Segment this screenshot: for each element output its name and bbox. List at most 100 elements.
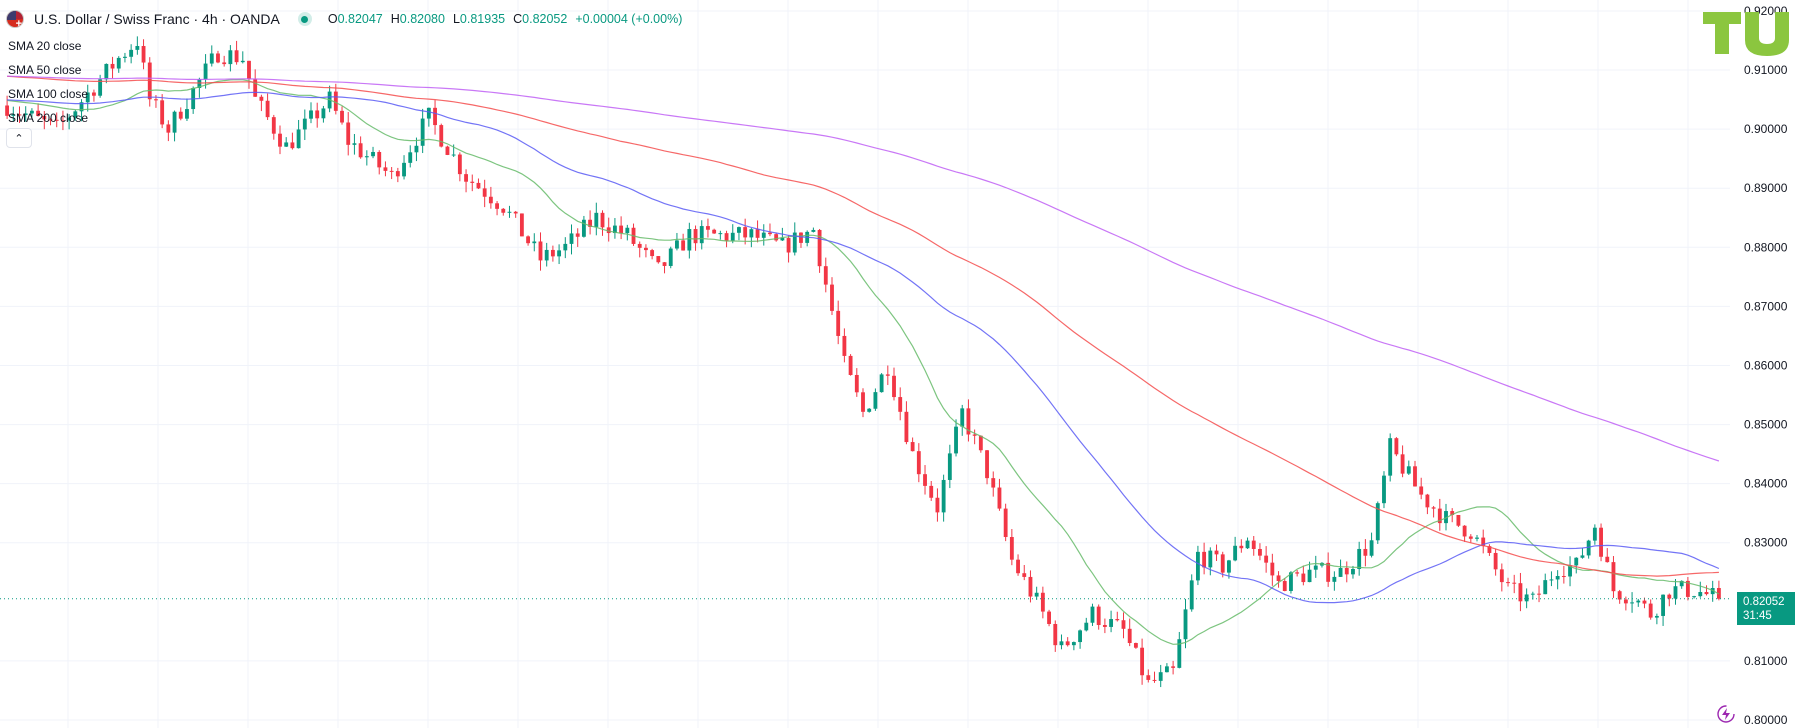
candle — [1344, 561, 1349, 583]
candle — [681, 233, 686, 251]
candle-body — [1456, 515, 1461, 526]
candle-body — [1028, 576, 1033, 597]
candle-body — [1090, 606, 1095, 623]
candle — [1642, 597, 1647, 609]
legend-sma100[interactable]: SMA 100 close — [8, 87, 89, 101]
candle-body — [1109, 619, 1114, 627]
candle — [395, 167, 400, 183]
candle — [1208, 547, 1213, 576]
candle-body — [761, 232, 766, 238]
candle-body — [402, 162, 406, 177]
candle — [538, 232, 543, 271]
candle — [1400, 445, 1405, 478]
candle — [216, 50, 220, 64]
candle-body — [321, 108, 326, 119]
candle — [1146, 669, 1151, 683]
candle — [1233, 536, 1238, 562]
candle — [588, 210, 593, 235]
candle — [755, 220, 760, 243]
candle-body — [873, 392, 878, 409]
candle-body — [1400, 454, 1405, 474]
candle — [712, 228, 717, 234]
candle — [1040, 586, 1045, 619]
candle — [240, 51, 245, 64]
candle — [1282, 577, 1287, 592]
candle — [1115, 611, 1120, 622]
candle-body — [439, 125, 444, 147]
candle-body — [774, 234, 779, 241]
candle — [879, 373, 884, 393]
candle-body — [1251, 540, 1256, 549]
candle-body — [265, 100, 270, 118]
candle-body — [1543, 580, 1548, 595]
candle-body — [135, 46, 140, 50]
candle — [612, 218, 617, 239]
candle — [1499, 563, 1504, 592]
candle — [854, 368, 859, 397]
candle-body — [1332, 576, 1337, 582]
candle-body — [216, 53, 220, 63]
candle-body — [526, 236, 531, 244]
candle-body — [507, 211, 512, 213]
candle-body — [1524, 594, 1529, 602]
candle — [960, 404, 965, 436]
candle — [978, 435, 983, 453]
candle — [1580, 547, 1585, 559]
candle-body — [482, 188, 487, 197]
market-status-icon[interactable] — [297, 12, 312, 26]
candle-body — [1276, 575, 1281, 582]
candle — [1667, 593, 1672, 607]
legend-sma200[interactable]: SMA 200 close — [8, 111, 89, 125]
candle — [377, 150, 382, 175]
candle-body — [1034, 592, 1039, 597]
candle-body — [1214, 550, 1219, 555]
candle — [1022, 565, 1027, 581]
candle-body — [495, 203, 499, 209]
candle-body — [612, 225, 617, 234]
candle — [11, 106, 16, 122]
lightning-icon[interactable] — [1716, 704, 1736, 724]
collapse-legend-button[interactable]: ⌃ — [6, 128, 32, 148]
candle — [1692, 595, 1697, 599]
candle — [916, 443, 921, 483]
candle-body — [737, 227, 741, 233]
candle-body — [1623, 599, 1628, 604]
candle-body — [1499, 569, 1504, 583]
candle-body — [1555, 576, 1560, 580]
candle-body — [997, 487, 1002, 509]
candle-body — [340, 110, 344, 123]
candle — [265, 93, 270, 120]
candle — [693, 225, 698, 251]
candle — [1028, 570, 1033, 603]
candle-body — [898, 397, 903, 412]
candle — [1716, 580, 1721, 601]
candle-body — [1636, 600, 1641, 603]
candle — [1351, 565, 1355, 579]
candle-body — [433, 107, 437, 126]
candle — [557, 244, 562, 265]
candle — [315, 102, 320, 128]
candle — [408, 145, 413, 168]
candle — [1481, 529, 1486, 554]
indicator-legend: SMA 20 close SMA 50 close SMA 100 close … — [8, 34, 88, 130]
chart-title[interactable]: U.S. Dollar / Swiss Franc · 4h · OANDA — [34, 11, 280, 27]
candle — [1475, 534, 1479, 542]
candle-body — [1549, 579, 1554, 581]
candle — [644, 244, 648, 258]
candle-body — [947, 453, 952, 480]
candle-body — [1679, 580, 1684, 587]
candle-body — [160, 100, 165, 125]
candle — [519, 213, 524, 237]
legend-sma20[interactable]: SMA 20 close — [8, 39, 82, 53]
candle-body — [1444, 511, 1448, 524]
candle — [346, 112, 351, 156]
candle-body — [333, 91, 338, 111]
candle-body — [1047, 611, 1051, 624]
legend-sma50[interactable]: SMA 50 close — [8, 63, 82, 77]
candle-body — [1530, 593, 1535, 595]
candle — [1003, 503, 1008, 542]
price-tick-label: 0.90000 — [1744, 122, 1788, 136]
candle — [364, 150, 369, 166]
candle — [1468, 534, 1473, 543]
